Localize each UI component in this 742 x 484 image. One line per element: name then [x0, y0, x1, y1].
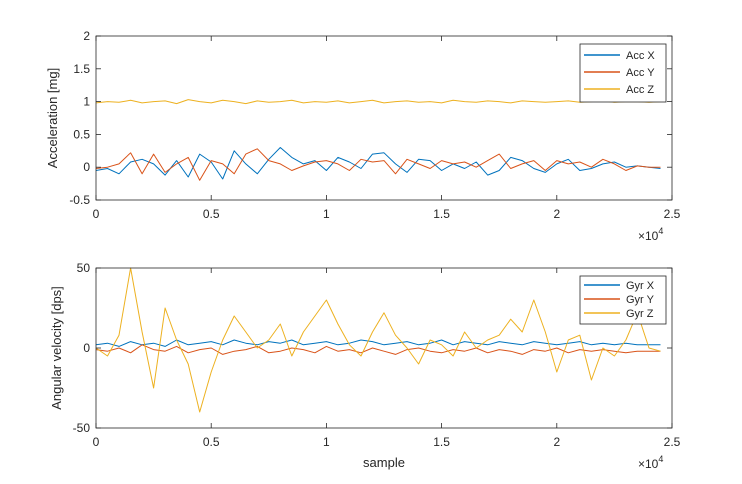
acc-y-tick-label: 0.5: [73, 127, 90, 141]
angular-velocity-y-axis-label: Angular velocity [dps]: [49, 286, 64, 410]
acceleration-axes: 0 0.5 1 1.5 2 2.5-0.500.511.52 Acceleration […: [45, 29, 681, 243]
series-line-gyr-z: [95, 267, 661, 413]
acc-y-tick-label: 1: [83, 95, 90, 109]
acceleration-plot-area: [96, 36, 672, 200]
acc-y-tick-label: 2: [83, 29, 90, 43]
series-line-gyr-x: [95, 339, 661, 347]
gyr-y-tick-label: 0: [83, 341, 90, 355]
acceleration-axes-box: [95, 35, 673, 201]
gyr-x-tick-label: 2: [553, 435, 560, 449]
legend-acc-y-label: Acc Y: [626, 67, 655, 79]
acceleration-legend: Acc X Acc Y Acc Z: [579, 43, 667, 103]
acceleration-x-exponent: ×104: [638, 226, 663, 243]
acc-x-tick-label: 1.5: [433, 207, 450, 221]
series-line-acc-x: [95, 147, 661, 180]
gyr-x-tick-label: 0.5: [203, 435, 220, 449]
angular-velocity-x-axis-label: sample: [363, 455, 405, 470]
acceleration-ticks: 0 0.5 1 1.5 2 2.5-0.500.511.52: [69, 29, 680, 221]
acceleration-y-axis-label: Acceleration [mg]: [45, 68, 60, 168]
gyr-x-tick-label: 1.5: [433, 435, 450, 449]
legend-gyr-z-label: Gyr Z: [626, 308, 654, 320]
series-line-acc-y: [95, 148, 661, 181]
angular-velocity-legend-box: [579, 275, 667, 325]
acc-y-tick-label: 1.5: [73, 62, 90, 76]
gyr-y-tick-label: 50: [77, 261, 91, 275]
legend-gyr-y-label: Gyr Y: [626, 294, 655, 306]
acc-x-tick-label: 2: [553, 207, 560, 221]
acc-x-tick-label: 1: [323, 207, 330, 221]
series-line-acc-z: [95, 99, 661, 105]
legend-acc-x-label: Acc X: [626, 50, 655, 62]
acc-y-tick-label: 0: [83, 160, 90, 174]
legend-gyr-x-label: Gyr X: [626, 280, 655, 292]
gyr-y-tick-label: -50: [73, 421, 91, 435]
acc-x-tick-label: 0.5: [203, 207, 220, 221]
acc-y-tick-label: -0.5: [69, 193, 90, 207]
angular-velocity-legend: Gyr X Gyr Y Gyr Z: [579, 275, 667, 325]
gyr-x-tick-label: 2.5: [664, 435, 681, 449]
acc-x-tick-label: 0: [93, 207, 100, 221]
gyr-x-tick-label: 1: [323, 435, 330, 449]
angular-velocity-series-group: [95, 267, 661, 413]
acceleration-legend-box: [579, 43, 667, 103]
angular-velocity-x-exponent: ×104: [638, 454, 663, 471]
legend-acc-z-label: Acc Z: [626, 84, 654, 96]
series-line-gyr-y: [95, 344, 661, 355]
gyr-x-tick-label: 0: [93, 435, 100, 449]
acceleration-series-group: [95, 99, 661, 181]
angular-velocity-plot-area: [96, 268, 672, 428]
acc-x-tick-label: 2.5: [664, 207, 681, 221]
